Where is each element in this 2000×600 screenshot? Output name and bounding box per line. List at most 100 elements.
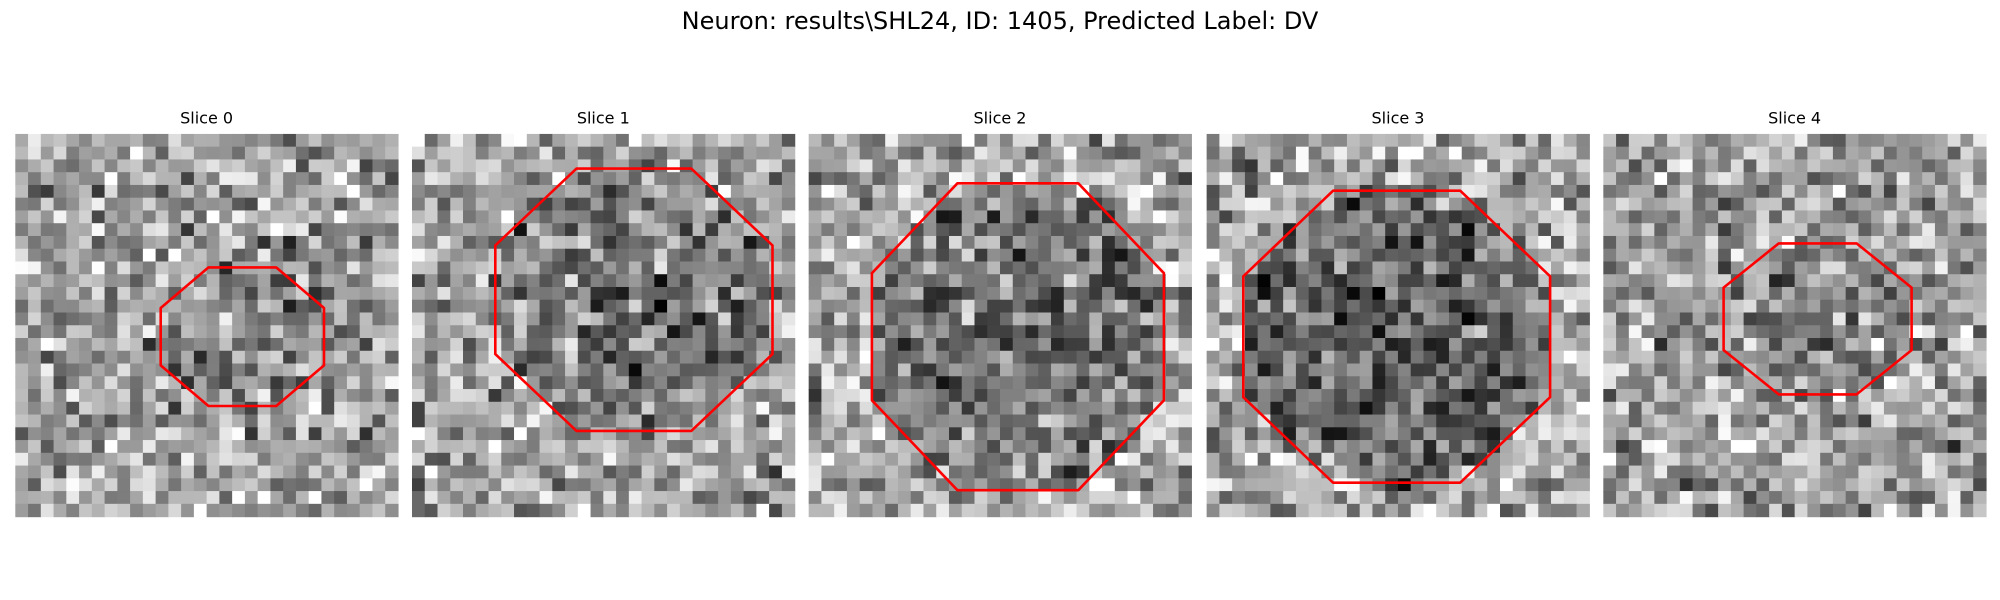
pixel (1654, 286, 1668, 301)
pixel (1102, 478, 1116, 492)
pixel (667, 325, 681, 339)
pixel (1641, 146, 1655, 161)
pixel (821, 325, 835, 339)
pixel (692, 389, 706, 403)
pixel (359, 401, 374, 416)
pixel (1165, 146, 1180, 161)
pixel (1334, 427, 1348, 441)
pixel (897, 312, 912, 326)
pixel (859, 299, 874, 314)
pixel (334, 172, 348, 186)
pixel (1436, 325, 1450, 339)
pixel (1551, 197, 1565, 212)
pixel (283, 223, 297, 237)
pixel (897, 452, 912, 467)
pixel (450, 325, 464, 339)
pixel (1127, 350, 1141, 365)
pixel (1896, 146, 1911, 161)
pixel (1500, 350, 1514, 365)
pixel (1794, 452, 1808, 467)
pixel (1883, 286, 1898, 301)
pixel (244, 235, 259, 250)
pixel (66, 325, 80, 339)
pixel (450, 465, 464, 479)
pixel (590, 478, 604, 492)
pixel (679, 197, 694, 212)
pixel (1858, 427, 1872, 441)
pixel (667, 133, 681, 148)
pixel (1474, 338, 1488, 352)
pixel (552, 350, 566, 365)
pixel (91, 299, 106, 314)
pixel (1500, 172, 1514, 186)
pixel (577, 223, 592, 237)
pixel (1820, 363, 1834, 377)
pixel (346, 299, 361, 314)
pixel (424, 427, 439, 441)
pixel (411, 350, 426, 365)
pixel (334, 223, 348, 237)
pixel (475, 197, 490, 212)
pixel (1308, 286, 1323, 301)
pixel (450, 274, 464, 288)
pixel (1359, 389, 1374, 403)
pixel (1295, 146, 1310, 161)
pixel (1756, 223, 1770, 237)
pixel (206, 465, 220, 479)
pixel (846, 427, 861, 441)
pixel (142, 325, 157, 339)
pixel (1947, 491, 1962, 505)
pixel (1165, 299, 1180, 314)
pixel (1102, 299, 1116, 314)
pixel (1679, 350, 1694, 365)
pixel (1140, 452, 1154, 467)
pixel (1743, 350, 1757, 365)
pixel (1922, 286, 1936, 301)
pixel (1551, 223, 1565, 237)
pixel (1603, 184, 1617, 199)
pixel (244, 414, 259, 428)
pixel (283, 146, 297, 161)
pixel (1616, 350, 1630, 365)
pixel (155, 325, 169, 339)
pixel (168, 159, 182, 173)
pixel (463, 312, 477, 326)
pixel (1705, 389, 1719, 403)
pixel (1705, 184, 1719, 199)
pixel (565, 401, 579, 416)
pixel (936, 503, 950, 518)
pixel (1947, 197, 1962, 212)
pixel (295, 452, 310, 467)
pixel (1603, 427, 1617, 441)
pixel (385, 414, 399, 428)
pixel (974, 363, 988, 377)
pixel (1769, 376, 1783, 390)
pixel (1178, 401, 1192, 416)
pixel (1114, 414, 1129, 428)
pixel (346, 312, 361, 326)
pixel (1165, 440, 1180, 454)
pixel (769, 478, 783, 492)
pixel (1051, 338, 1065, 352)
pixel (872, 338, 886, 352)
pixel (1012, 184, 1027, 199)
pixel (1667, 184, 1681, 199)
pixel (475, 440, 490, 454)
pixel (219, 478, 233, 492)
pixel (193, 350, 208, 365)
pixel (923, 286, 937, 301)
pixel (859, 401, 874, 416)
pixel (1448, 503, 1463, 518)
pixel (117, 286, 131, 301)
pixel (1461, 248, 1476, 263)
pixel (15, 286, 29, 301)
pixel (283, 401, 297, 416)
pixel (1769, 350, 1783, 365)
pixel (385, 478, 399, 492)
pixel (1563, 235, 1578, 250)
pixel (1397, 427, 1412, 441)
pixel (1346, 235, 1361, 250)
pixel (1730, 261, 1745, 275)
pixel (897, 184, 912, 199)
pixel (1512, 312, 1527, 326)
